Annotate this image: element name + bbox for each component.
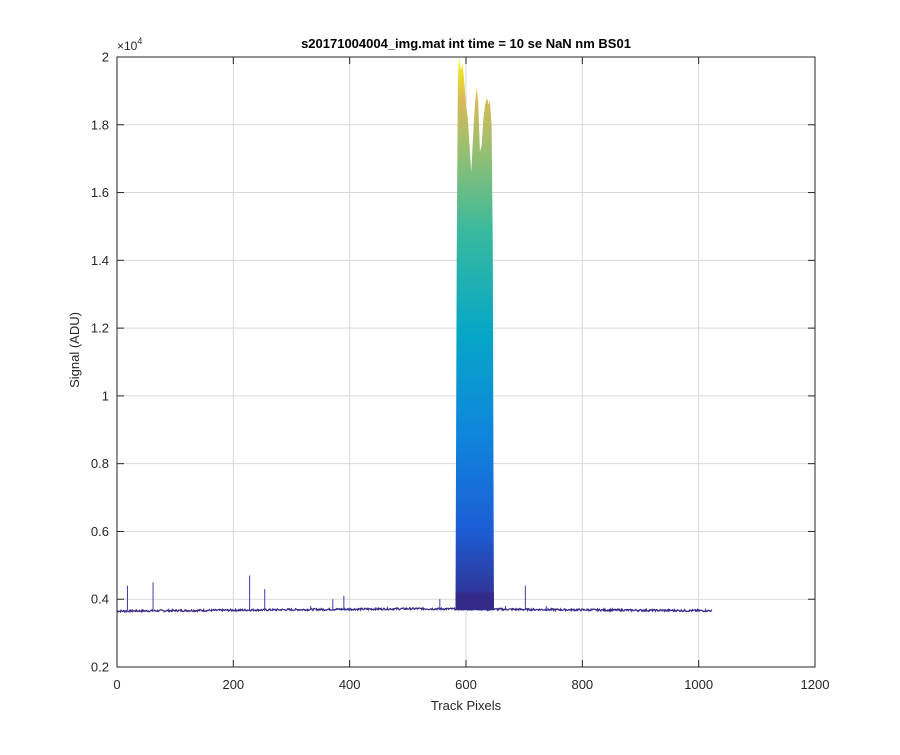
y-tick-label: 0.8 xyxy=(91,456,109,471)
y-tick-label: 0.4 xyxy=(91,592,109,607)
y-tick-label: 0.6 xyxy=(91,524,109,539)
x-tick-label: 800 xyxy=(571,677,593,692)
y-tick-label: 1.2 xyxy=(91,321,109,336)
y-axis-label: Signal (ADU) xyxy=(67,312,82,388)
x-tick-label: 1200 xyxy=(801,677,830,692)
y-tick-label: 1.6 xyxy=(91,185,109,200)
x-axis-label: Track Pixels xyxy=(431,698,502,713)
x-tick-label: 0 xyxy=(113,677,120,692)
y-exponent-base: ×10 xyxy=(117,39,138,53)
chart-title: s20171004004_img.mat int time = 10 se Na… xyxy=(301,36,631,51)
y-tick-label: 1.4 xyxy=(91,253,109,268)
axes-layer xyxy=(116,56,816,668)
y-exponent-power: 4 xyxy=(137,36,142,46)
peak-band xyxy=(455,57,494,611)
y-exponent-label: ×104 xyxy=(117,36,142,53)
x-tick-label: 600 xyxy=(455,677,477,692)
x-tick-label: 400 xyxy=(339,677,361,692)
y-tick-label: 0.2 xyxy=(91,660,109,675)
y-tick-label: 1 xyxy=(102,388,109,403)
x-tick-label: 200 xyxy=(222,677,244,692)
y-tick-label: 2 xyxy=(102,50,109,65)
baseline-series xyxy=(116,606,713,614)
y-tick-label: 1.8 xyxy=(91,117,109,132)
peak-band-base xyxy=(455,592,494,611)
data-layer xyxy=(116,57,713,614)
x-tick-label: 1000 xyxy=(684,677,713,692)
tick-label-layer: 0 200 400 600 800 1000 1200 0.2 0.4 0.6 0.8 1 1.2 1.4… xyxy=(91,50,830,693)
